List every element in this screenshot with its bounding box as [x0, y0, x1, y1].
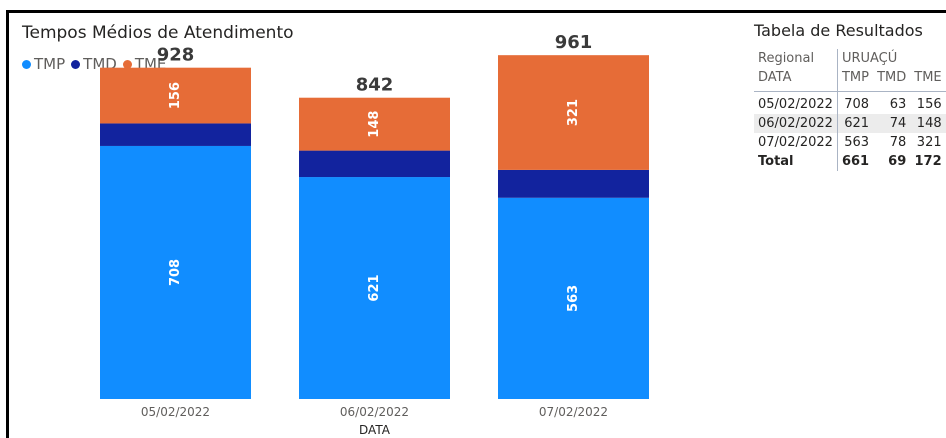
bar-segment-tme[interactable]	[100, 67, 251, 124]
data-label: 563	[566, 285, 581, 312]
table-total-row: Total 661 69 172	[754, 152, 946, 171]
total-label: 928	[157, 45, 195, 66]
table-title: Tabela de Resultados	[754, 21, 923, 40]
total-tmd: 69	[888, 154, 907, 169]
row-date: 06/02/2022	[754, 114, 838, 133]
regional-header: Regional	[754, 49, 838, 68]
legend-label: TMP	[34, 55, 66, 73]
column-header-tme[interactable]: TME	[914, 70, 942, 85]
total-label: 842	[356, 75, 394, 96]
row-tmp: 563	[844, 135, 870, 150]
bar-segment-tmd[interactable]	[498, 169, 649, 198]
row-tme: 148	[910, 114, 946, 133]
data-label: 708	[168, 259, 183, 286]
total-tme: 172	[914, 154, 942, 169]
total-label: 961	[555, 32, 593, 53]
table-panel: Tabela de Resultados Regional URUAÇÚ DAT…	[734, 10, 946, 438]
data-label: 148	[367, 111, 382, 138]
row-date: 07/02/2022	[754, 133, 838, 152]
row-tmd: 63	[873, 91, 911, 114]
bar-segment-tme[interactable]	[498, 55, 649, 170]
bar-segment-tmd[interactable]	[100, 123, 251, 146]
x-axis-title: DATA	[359, 423, 391, 437]
legend-dot-icon	[22, 59, 31, 69]
table-row: 07/02/2022 563 78 321	[754, 133, 946, 152]
bar-segment-tmp[interactable]	[498, 197, 649, 399]
chart-panel: Tempos Médios de Atendimento TMP TMD TME…	[6, 10, 734, 438]
date-header[interactable]: DATA	[754, 68, 838, 92]
total-label: Total	[754, 152, 838, 171]
row-tmd: 78	[889, 135, 907, 150]
legend-item-tmp[interactable]: TMP	[22, 55, 65, 73]
data-label: 156	[168, 82, 183, 109]
total-tmp: 661	[841, 154, 870, 169]
row-tme: 321	[916, 135, 942, 150]
data-label: 621	[367, 274, 382, 301]
x-tick-label: 06/02/2022	[340, 405, 409, 419]
regional-value-header: URUAÇÚ	[841, 51, 898, 66]
x-tick-label: 05/02/2022	[141, 405, 210, 419]
stacked-bar-chart: 708 156 928 05/02/2022 621 148 842 06/02/2022 56…	[100, 32, 649, 437]
bar-segment-tme[interactable]	[299, 97, 450, 151]
row-tmp: 708	[837, 91, 874, 114]
row-tmp: 621	[837, 114, 874, 133]
bar-segment-tmp[interactable]	[299, 177, 450, 399]
table-row: 06/02/2022 621 74 148	[754, 114, 946, 133]
results-table: Regional URUAÇÚ DATA TMP TMD TME 05/02/2…	[754, 49, 946, 171]
x-tick-label: 07/02/2022	[539, 405, 608, 419]
row-date: 05/02/2022	[754, 91, 838, 114]
table-row: 05/02/2022 708 63 156	[754, 91, 946, 114]
column-header-tmd[interactable]: TMD	[877, 70, 907, 85]
chart-title: Tempos Médios de Atendimento	[22, 23, 294, 43]
legend-dot-icon	[122, 59, 132, 69]
column-header-tmp[interactable]: TMP	[841, 70, 869, 85]
legend-dot-icon	[71, 59, 81, 69]
bar-segment-tmd[interactable]	[299, 150, 450, 178]
data-label: 321	[566, 99, 581, 126]
row-tmd: 74	[873, 114, 911, 133]
bar-segment-tmp[interactable]	[100, 145, 251, 399]
row-tme: 156	[910, 91, 946, 114]
